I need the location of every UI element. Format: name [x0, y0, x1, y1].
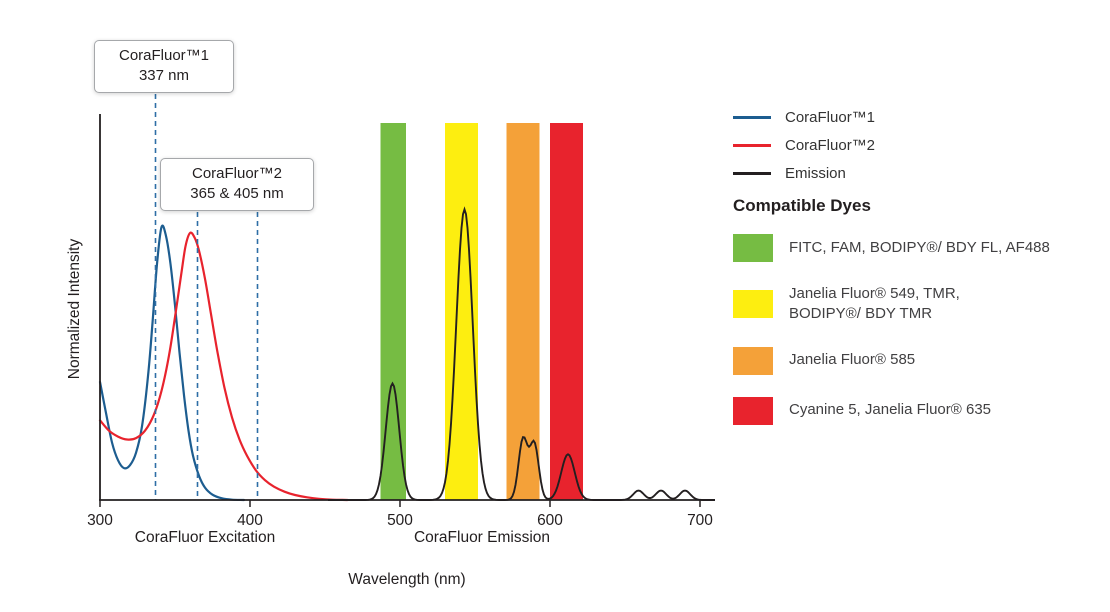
x-tick-label-300: 300: [87, 512, 113, 529]
corafluor2-line-swatch: [733, 143, 771, 147]
x-tick-label-700: 700: [687, 512, 713, 529]
callout-corafluor1-title: CoraFluor™1: [118, 47, 210, 64]
dye-swatch-red: [733, 396, 773, 425]
x-axis-title: Wavelength (nm): [348, 571, 466, 588]
x-tick-label-500: 500: [387, 512, 413, 529]
dye-label-red: Cyanine 5, Janelia Fluor® 635: [789, 401, 992, 419]
callout-corafluor2: CoraFluor™2 365 & 405 nm: [160, 158, 314, 211]
dye-swatch-orange: [733, 346, 773, 375]
excitation-region-label: CoraFluor Excitation: [134, 529, 276, 546]
dye-row-green: FITC, FAM, BODIPY®/ BDY FL, AF488: [733, 234, 1103, 262]
dye-row-yellow: Janelia Fluor® 549, TMR, BODIPY®/ BDY TM…: [733, 284, 1103, 325]
dye-row-red: Cyanine 5, Janelia Fluor® 635: [733, 396, 1103, 425]
legend-row-corafluor2: CoraFluor™2: [733, 136, 1103, 154]
callout-corafluor2-title: CoraFluor™2: [191, 165, 283, 182]
filter-band-3: [550, 123, 583, 500]
dye-label-yellow: Janelia Fluor® 549, TMR, BODIPY®/ BDY TM…: [789, 285, 960, 323]
spectra-chart: 300 400 500 600 700: [87, 85, 715, 529]
callout-corafluor1-value: 337 nm: [138, 67, 190, 85]
dye-row-orange: Janelia Fluor® 585: [733, 346, 1103, 375]
dye-label-orange: Janelia Fluor® 585: [789, 351, 916, 369]
y-axis-title: Normalized Intensity: [66, 238, 83, 380]
callout-corafluor2-value: 365 & 405 nm: [190, 185, 284, 203]
x-tick-label-600: 600: [537, 512, 563, 529]
callout-corafluor1: CoraFluor™1 337 nm: [94, 40, 234, 93]
emission-region-label: CoraFluor Emission: [413, 529, 551, 546]
legend-row-emission: Emission: [733, 164, 1103, 182]
corafluor1-line-swatch: [733, 115, 771, 119]
dye-swatch-green: [733, 234, 773, 262]
compatible-dyes-heading: Compatible Dyes: [733, 196, 871, 215]
legend: CoraFluor™1 CoraFluor™2 Emission Compati…: [733, 108, 1103, 447]
excitation-curve-1: [98, 231, 349, 502]
excitation-curve-0: [98, 224, 246, 502]
legend-row-corafluor1: CoraFluor™1: [733, 108, 1103, 126]
emission-line-swatch: [733, 171, 771, 175]
dye-swatch-yellow: [733, 290, 773, 319]
legend-label-emission: Emission: [785, 164, 846, 182]
legend-label-corafluor1: CoraFluor™1: [785, 108, 876, 126]
emission-curve: [328, 206, 715, 501]
x-tick-label-400: 400: [237, 512, 263, 529]
legend-label-corafluor2: CoraFluor™2: [785, 136, 876, 154]
dye-label-green: FITC, FAM, BODIPY®/ BDY FL, AF488: [789, 238, 1050, 256]
